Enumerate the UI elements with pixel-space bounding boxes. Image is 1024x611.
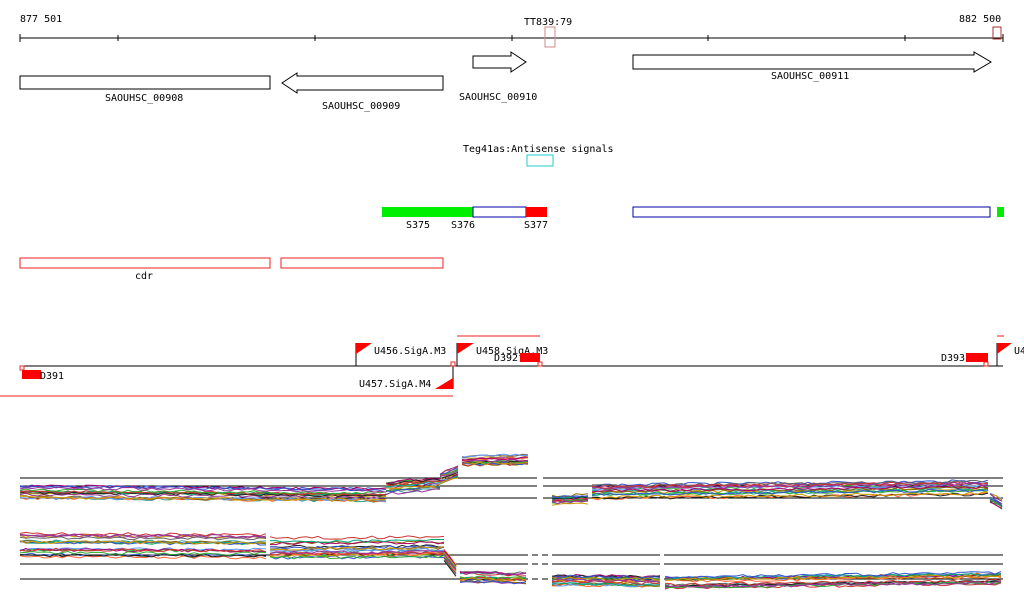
gene-label: SAOUHSC_00910	[459, 92, 537, 103]
ruler-start-label: 877 501	[20, 14, 62, 25]
expression-profile-line	[19, 461, 1003, 507]
terminator-label: D392	[494, 353, 518, 364]
promoter-u458[interactable]: U458.SigA.M3	[456, 343, 548, 366]
segment-right-edge[interactable]	[997, 207, 1004, 217]
regulatory-track: U456.SigA.M3 U457.SigA.M4 U458.SigA.M3 U…	[0, 335, 1024, 397]
ruler-ticks	[19, 34, 1004, 42]
promoter-label: U457.SigA.M4	[359, 379, 431, 390]
terminator-label: D393	[941, 353, 965, 364]
gene-saouhsc-00911[interactable]: SAOUHSC_00911	[632, 51, 992, 82]
segment-s375[interactable]	[382, 207, 473, 217]
cdr-label: cdr	[135, 271, 153, 282]
promoter-u4[interactable]: U4	[996, 343, 1024, 366]
gene-saouhsc-00908[interactable]: SAOUHSC_00908	[19, 75, 271, 104]
cdr-box-left[interactable]	[19, 257, 271, 269]
segment-s376[interactable]	[472, 206, 527, 218]
expression-profile-line	[19, 462, 1003, 508]
antisense-box[interactable]	[526, 154, 554, 167]
promoter-u456[interactable]: U456.SigA.M3	[355, 343, 446, 366]
regulatory-junction-marker	[450, 361, 456, 367]
gene-label: SAOUHSC_00909	[322, 101, 400, 112]
terminator-d393[interactable]: D393	[941, 353, 989, 367]
expression-track-bottom[interactable]	[19, 530, 1003, 595]
expression-profile-line	[19, 459, 1003, 505]
expression-profile-line	[19, 536, 1001, 588]
segment-label-s376: S376	[451, 220, 475, 231]
terminator-d392[interactable]: D392	[494, 353, 543, 367]
terminator-label: D391	[40, 371, 64, 382]
antisense-track: Teg41as:Antisense signals	[463, 144, 614, 167]
expression-profile-line	[19, 459, 1003, 505]
gene-label: SAOUHSC_00911	[771, 71, 849, 82]
ruler-end-label: 882 500	[959, 14, 1001, 25]
ruler-end-marker-box[interactable]	[992, 26, 1002, 40]
promoter-u457[interactable]: U457.SigA.M4	[359, 366, 454, 390]
expression-profile-line	[20, 462, 1003, 502]
gene-saouhsc-00909[interactable]: SAOUHSC_00909	[281, 72, 444, 112]
gene-label: SAOUHSC_00908	[105, 93, 183, 104]
antisense-label: Teg41as:Antisense signals	[463, 144, 614, 155]
cdr-track: cdr	[19, 257, 444, 282]
segment-label-s377: S377	[524, 220, 548, 231]
promoter-label: U4	[1014, 346, 1024, 357]
ruler-marker-box[interactable]	[544, 26, 556, 48]
segment-label-s375: S375	[406, 220, 430, 231]
expression-profile-line	[19, 533, 1002, 589]
ruler-marker-label: TT839:79	[524, 17, 572, 28]
gene-saouhsc-00910[interactable]: SAOUHSC_00910	[459, 51, 537, 103]
coordinate-ruler: 877 501 882 500 TT839:79	[19, 14, 1004, 48]
segment-track: S375 S376 S377	[382, 206, 1004, 231]
terminator-d391[interactable]: D391	[19, 365, 64, 382]
promoter-label: U458.SigA.M3	[476, 346, 548, 357]
gene-track: SAOUHSC_00908 SAOUHSC_00909 SAOUHSC_0091…	[19, 51, 992, 112]
segment-s377[interactable]	[526, 207, 547, 217]
expression-profile-line	[19, 461, 1003, 506]
expression-profile-line	[19, 540, 1002, 581]
cdr-box-right[interactable]	[280, 257, 444, 269]
promoter-label: U456.SigA.M3	[374, 346, 446, 357]
segment-right-cds[interactable]	[632, 206, 991, 218]
expression-track-top[interactable]	[19, 449, 1003, 510]
